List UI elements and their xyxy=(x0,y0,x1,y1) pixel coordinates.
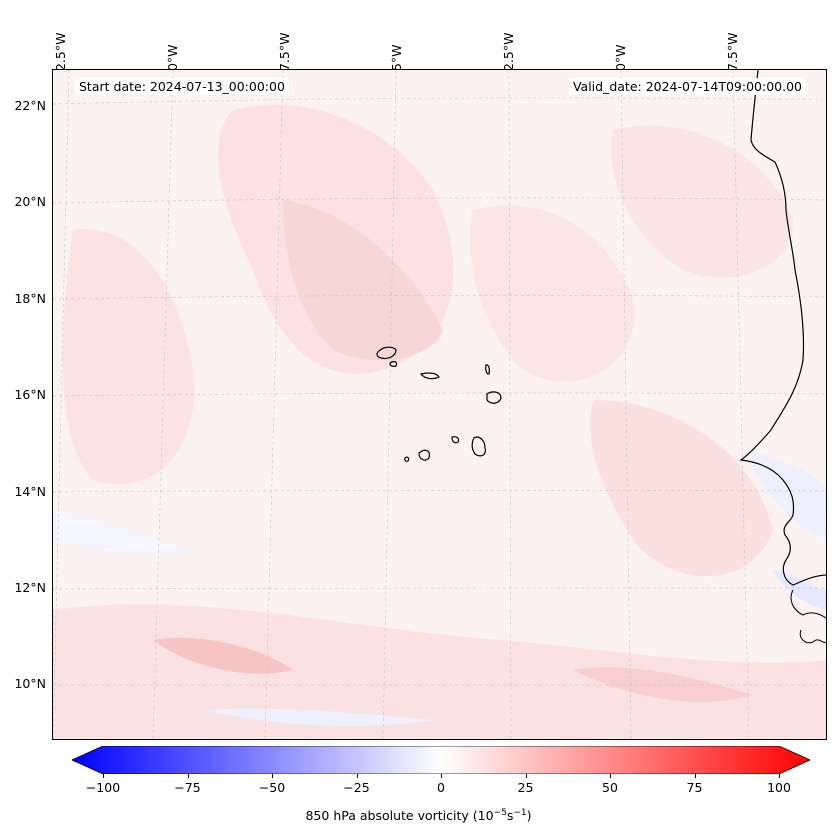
colorbar-tick-mark xyxy=(779,774,780,778)
colorbar-label-mid: s xyxy=(506,808,514,824)
colorbar-tick-label: −75 xyxy=(174,780,201,795)
colorbar-tick-label: 50 xyxy=(602,780,618,795)
colorbar-tick-label: −100 xyxy=(85,780,121,795)
island-boa-vista xyxy=(486,391,502,404)
lat-label: 22°N xyxy=(14,98,46,113)
african-coastline-south xyxy=(790,589,826,644)
start-date-label: Start date: 2024-07-13_00:00:00 xyxy=(75,78,289,95)
island-sao-nicolau xyxy=(419,372,440,380)
colorbar-tick-mark xyxy=(441,774,442,778)
graticule xyxy=(53,70,826,739)
lat-label: 16°N xyxy=(14,387,46,402)
colorbar-tick-mark xyxy=(103,774,104,778)
colorbar-tick-label: 25 xyxy=(517,780,534,795)
colorbar-tick-mark xyxy=(356,774,358,778)
colorbar-label: 850 hPa absolute vorticity (10−5s−1) xyxy=(0,808,837,823)
colorbar-tick-label: 0 xyxy=(437,780,445,795)
colorbar-tick-mark xyxy=(694,774,696,778)
colorbar-tick-label: 75 xyxy=(686,780,703,795)
vorticity-shading xyxy=(53,104,826,739)
island-sal xyxy=(485,364,490,375)
colorbar-label-exp2: −1 xyxy=(513,808,527,818)
map-canvas xyxy=(53,70,826,739)
colorbar-gradient xyxy=(71,745,811,775)
colorbar-label-exp1: −5 xyxy=(493,808,507,818)
vorticity-map: Start date: 2024-07-13_00:00:00 Valid_da… xyxy=(52,69,827,740)
island-small xyxy=(404,456,410,462)
colorbar-tick-label: 100 xyxy=(767,780,791,795)
colorbar-tick-label: −50 xyxy=(258,780,286,795)
lat-label: 12°N xyxy=(14,580,46,595)
lat-label: 14°N xyxy=(14,484,46,499)
lat-label: 10°N xyxy=(14,676,46,691)
lat-label: 20°N xyxy=(14,194,46,209)
island-fogo xyxy=(451,436,460,444)
cape-verde-islands xyxy=(376,346,502,462)
valid-date-label: Valid_date: 2024-07-14T09:00:00.00 xyxy=(568,78,806,95)
island-santiago xyxy=(471,436,486,457)
colorbar-label-text: 850 hPa absolute vorticity (10 xyxy=(305,808,494,824)
colorbar-tick-mark xyxy=(187,774,189,778)
island-santo-antao xyxy=(376,346,397,360)
colorbar-tick-label: −25 xyxy=(343,780,370,795)
african-coastline xyxy=(739,70,826,586)
colorbar-tick-mark xyxy=(272,774,273,778)
colorbar-body xyxy=(71,745,811,775)
colorbar-tick-mark xyxy=(525,774,527,778)
island-brava xyxy=(418,449,430,461)
lat-label: 18°N xyxy=(14,291,46,306)
colorbar-tick-mark xyxy=(610,774,611,778)
colorbar-label-end: ) xyxy=(526,808,532,824)
island-sao-vicente xyxy=(389,360,398,367)
